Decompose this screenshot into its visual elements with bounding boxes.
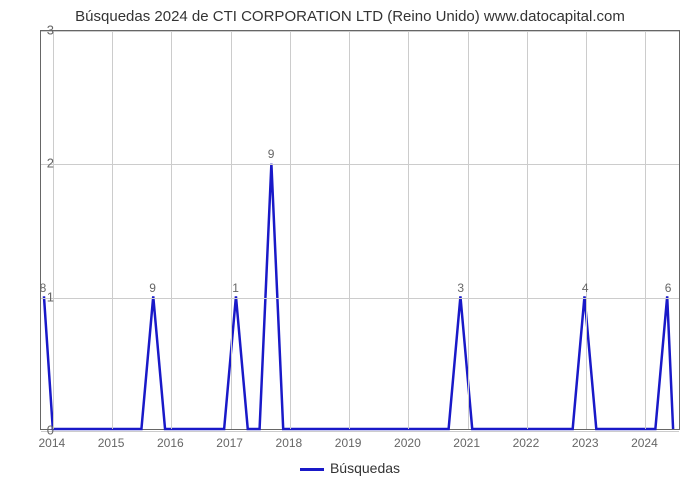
x-tick-label: 2019 — [335, 436, 362, 450]
x-tick-label: 2022 — [513, 436, 540, 450]
x-tick-label: 2016 — [157, 436, 184, 450]
grid-h — [41, 164, 679, 165]
grid-h — [41, 298, 679, 299]
grid-v — [171, 31, 172, 429]
legend: Búsquedas — [0, 460, 700, 476]
grid-v — [290, 31, 291, 429]
x-tick-label: 2024 — [631, 436, 658, 450]
point-label: 9 — [149, 281, 156, 295]
x-tick-label: 2015 — [98, 436, 125, 450]
point-label: 3 — [457, 281, 464, 295]
grid-v — [408, 31, 409, 429]
x-tick-label: 2020 — [394, 436, 421, 450]
grid-h — [41, 431, 679, 432]
point-label: 8 — [40, 281, 47, 295]
x-tick-label: 2018 — [276, 436, 303, 450]
chart-title: Búsquedas 2024 de CTI CORPORATION LTD (R… — [0, 8, 700, 25]
grid-v — [349, 31, 350, 429]
grid-v — [112, 31, 113, 429]
grid-v — [468, 31, 469, 429]
grid-v — [53, 31, 54, 429]
point-label: 1 — [232, 281, 239, 295]
legend-label: Búsquedas — [330, 460, 400, 476]
point-label: 9 — [268, 147, 275, 161]
grid-v — [527, 31, 528, 429]
y-tick-label: 2 — [47, 156, 54, 171]
grid-v — [645, 31, 646, 429]
x-tick-label: 2021 — [453, 436, 480, 450]
x-tick-label: 2023 — [572, 436, 599, 450]
grid-v — [586, 31, 587, 429]
x-tick-label: 2014 — [38, 436, 65, 450]
y-tick-label: 3 — [47, 23, 54, 38]
point-label: 6 — [665, 281, 672, 295]
plot-area — [40, 30, 680, 430]
legend-swatch — [300, 468, 324, 471]
grid-v — [231, 31, 232, 429]
line-series — [41, 31, 679, 429]
grid-h — [41, 31, 679, 32]
x-tick-label: 2017 — [216, 436, 243, 450]
point-label: 4 — [582, 281, 589, 295]
y-tick-label: 1 — [47, 289, 54, 304]
